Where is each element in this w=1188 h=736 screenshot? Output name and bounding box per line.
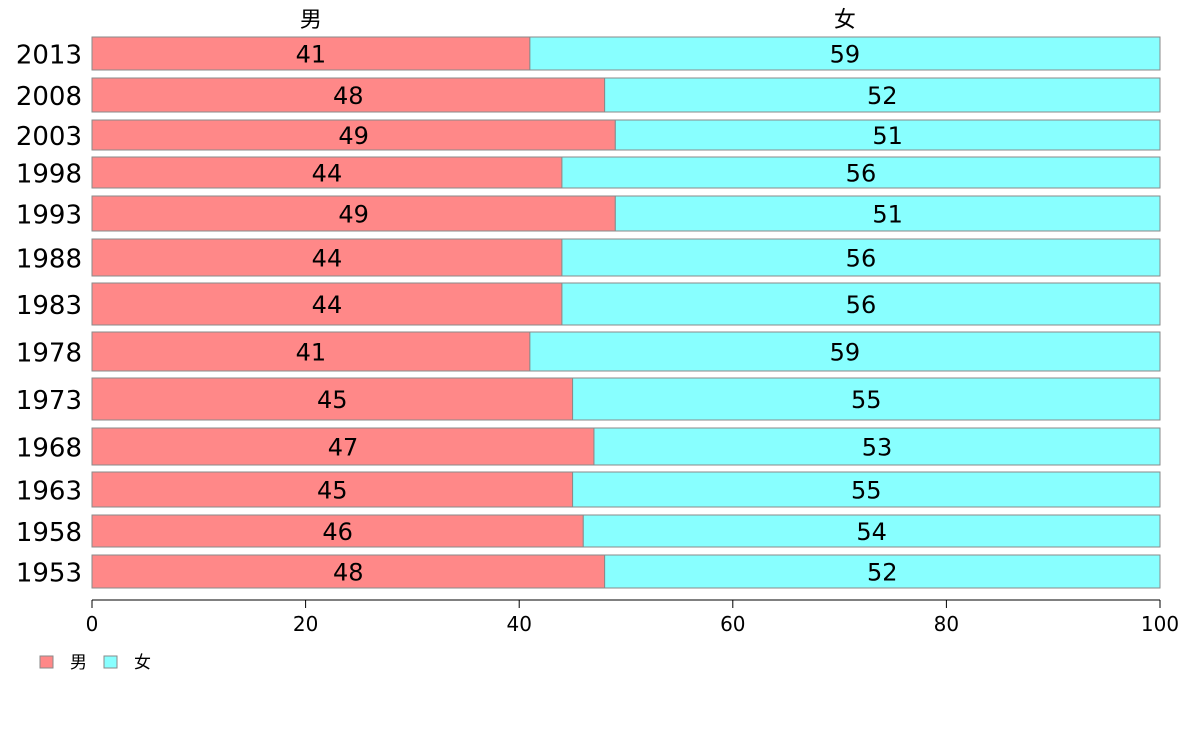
x-tick-label: 40 <box>506 612 531 636</box>
bar-segment <box>91 554 606 589</box>
category-label: 1953 <box>16 559 82 589</box>
data-label: 59 <box>830 339 861 367</box>
category-label: 1983 <box>16 291 82 321</box>
data-label: 48 <box>333 559 364 587</box>
data-label: 44 <box>312 291 343 319</box>
bar-segment <box>582 514 1161 548</box>
data-label: 52 <box>867 82 898 110</box>
bar-segment <box>604 554 1161 589</box>
data-label: 55 <box>851 477 882 505</box>
series-header: 女 <box>834 8 856 33</box>
bar-segment <box>561 238 1161 277</box>
x-tick-label: 60 <box>720 612 745 636</box>
data-label: 52 <box>867 559 898 587</box>
category-label: 1998 <box>16 160 82 190</box>
legend-label: 男 <box>70 653 87 673</box>
data-label: 53 <box>862 434 893 462</box>
category-label: 2013 <box>16 41 82 71</box>
legend-swatch <box>103 655 118 669</box>
bar-segment <box>91 514 584 548</box>
category-label: 1993 <box>16 201 82 231</box>
category-label: 2008 <box>16 82 82 112</box>
data-label: 54 <box>856 518 887 546</box>
bar-segment <box>91 119 616 151</box>
x-tick-label: 100 <box>1141 612 1179 636</box>
data-label: 45 <box>317 386 348 414</box>
data-label: 55 <box>851 386 882 414</box>
bar-segment <box>91 195 616 232</box>
data-label: 47 <box>328 434 359 462</box>
data-label: 41 <box>296 339 327 367</box>
bar-segment <box>593 427 1161 466</box>
x-tick-label: 80 <box>934 612 959 636</box>
bar-segment <box>614 195 1161 232</box>
bar-segment <box>91 377 574 421</box>
bar-segment <box>572 471 1161 508</box>
bar-segment <box>529 36 1161 71</box>
series-header: 男 <box>300 8 322 33</box>
category-label: 1988 <box>16 245 82 275</box>
data-label: 51 <box>872 122 903 150</box>
data-label: 56 <box>846 160 877 188</box>
bar-segment <box>91 77 606 113</box>
data-label: 51 <box>872 201 903 229</box>
data-label: 49 <box>338 201 369 229</box>
category-label: 2003 <box>16 122 82 152</box>
bar-segment <box>572 377 1161 421</box>
x-tick-label: 20 <box>293 612 318 636</box>
category-label: 1958 <box>16 518 82 548</box>
bar-segment <box>529 331 1161 372</box>
bars: 41 59 48 52 49 51 44 56 49 51 44 56 44 56 41 59 45 55 47 53… <box>91 36 1161 589</box>
bar-segment <box>604 77 1161 113</box>
data-label: 48 <box>333 82 364 110</box>
data-label: 44 <box>312 160 343 188</box>
data-label: 59 <box>830 41 861 69</box>
bar-segment <box>91 36 531 71</box>
bar-segment <box>561 156 1161 189</box>
category-label: 1968 <box>16 434 82 464</box>
bar-segment <box>91 156 563 189</box>
bar-segment <box>91 471 574 508</box>
legend: 男女 <box>39 653 151 673</box>
bar-segment <box>91 282 563 326</box>
series-headers: 男女 <box>300 8 856 33</box>
category-label: 1973 <box>16 386 82 416</box>
data-label: 45 <box>317 477 348 505</box>
category-labels: 2013 2008 2003 1998 1993 1988 1983 1978 1973 1968… <box>16 41 82 589</box>
bar-segment <box>91 427 595 466</box>
data-label: 56 <box>846 291 877 319</box>
x-tick-label: 0 <box>86 612 99 636</box>
bar-segment <box>561 282 1161 326</box>
data-label: 56 <box>846 245 877 273</box>
category-label: 1978 <box>16 339 82 369</box>
data-label: 41 <box>296 41 327 69</box>
x-axis: 0 20 40 60 80 100 <box>86 599 1179 636</box>
legend-swatch <box>39 655 54 669</box>
data-label: 49 <box>338 122 369 150</box>
legend-label: 女 <box>134 653 151 673</box>
data-label: 44 <box>312 245 343 273</box>
data-label: 46 <box>322 518 353 546</box>
bar-segment <box>614 119 1161 151</box>
category-label: 1963 <box>16 477 82 507</box>
